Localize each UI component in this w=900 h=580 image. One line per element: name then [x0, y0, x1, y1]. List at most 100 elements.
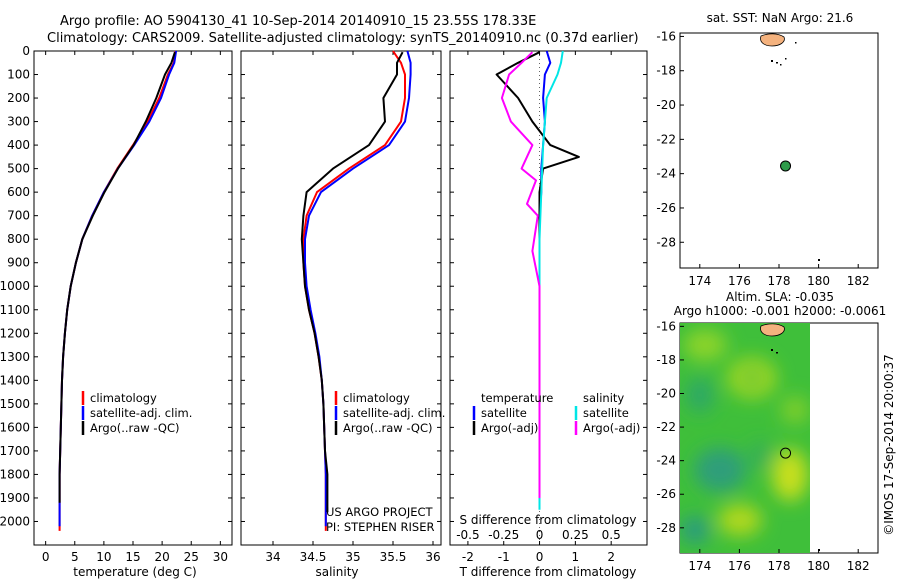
- y-tick-label: 800: [7, 232, 30, 246]
- x-tick-label: 34.5: [300, 550, 327, 564]
- legend-label-climatology: climatology: [343, 391, 410, 405]
- x-tick-label: 176: [728, 559, 751, 573]
- sst-map-marks: [780, 160, 792, 172]
- y-tick-label: -16: [656, 29, 676, 43]
- y-tick-label: 200: [7, 91, 30, 105]
- series-line-climatology: [58, 50, 177, 531]
- x-tick-label: 176: [728, 274, 751, 288]
- legend-label-t-argo: Argo(-adj): [481, 421, 538, 435]
- sla-map-panel: Altim. SLA: -0.035 Argo h1000: -0.001 h2…: [656, 290, 886, 573]
- land-fiji: [760, 323, 785, 337]
- salinity-lines: [300, 50, 412, 531]
- imos-timestamp: ©IMOS 17-Sep-2014 20:00:37: [882, 354, 896, 536]
- x-tick-label: -2: [462, 550, 474, 564]
- credit-line1: US ARGO PROJECT: [326, 505, 434, 519]
- legend-label-s-satellite: satellite: [583, 406, 629, 420]
- salinity-panel: 34 34.5 35 35.5 36 salinity climatology sate…: [240, 50, 445, 579]
- legend-label-argo: Argo(..raw -QC): [343, 421, 433, 435]
- x-tick-label: -1: [498, 550, 510, 564]
- salinity-frame: [240, 50, 442, 546]
- legend-title-temperature: temperature: [481, 391, 553, 405]
- y-tick-label: 400: [7, 138, 30, 152]
- series-line-climatology: [302, 50, 406, 531]
- legend-label-s-argo: Argo(-adj): [583, 421, 640, 435]
- temperature-xlabel: temperature (deg C): [73, 565, 196, 579]
- sla-map-title-line1: Altim. SLA: -0.035: [726, 290, 834, 304]
- y-tick-label: 900: [7, 256, 30, 270]
- sst-map-axes: 174 176 178 180 182 -16 -18 -20 -22 -24 -26 -28: [656, 29, 869, 288]
- y-tick-label: 1900: [0, 491, 30, 505]
- difference-panel: -2 -1 0 1 2-0.5 -0.25 0 0.25 0.5 S difference fr…: [449, 50, 648, 579]
- y-tick-label: 1200: [0, 326, 30, 340]
- x-tick-label: 1: [572, 550, 580, 564]
- small-islands: [771, 42, 820, 261]
- y-tick-label: 1300: [0, 350, 30, 364]
- temperature-frame: [33, 50, 233, 546]
- x-tick-label: 178: [768, 274, 791, 288]
- y-tick-label: -16: [656, 319, 676, 333]
- land-fiji: [760, 33, 785, 47]
- x-tick-label: 10: [96, 550, 111, 564]
- y-tick-label: -20: [656, 387, 676, 401]
- series-line-s-argo-adj-: [500, 51, 541, 498]
- temperature-lines: [58, 50, 178, 531]
- x-tick-label: 180: [807, 559, 830, 573]
- sla-field: [680, 323, 810, 553]
- y-tick-label: 1000: [0, 279, 30, 293]
- y-tick-label: 1700: [0, 444, 30, 458]
- x-tick-label: 34: [265, 550, 280, 564]
- difference-legend: temperature satellite Argo(-adj) salinit…: [472, 391, 640, 435]
- s-difference-xlabel: S difference from climatology: [460, 513, 637, 527]
- y-tick-label: -24: [656, 454, 676, 468]
- sla-map-marks: [780, 447, 792, 459]
- series-line-satellite-adj-clim-: [58, 50, 178, 527]
- x-tick-label: 25: [184, 550, 199, 564]
- x-tick-label: 0: [42, 550, 50, 564]
- y-tick-label: -28: [656, 521, 676, 535]
- legend-label-climatology: climatology: [90, 391, 157, 405]
- series-line-argo-raw-qc-: [300, 51, 404, 513]
- temperature-axes: 0100200300400500600700800900100011001200…: [0, 44, 232, 564]
- temperature-panel: 0100200300400500600700800900100011001200…: [0, 44, 233, 579]
- y-tick-label: 100: [7, 68, 30, 82]
- x-tick-label: 0: [536, 550, 544, 564]
- x-tick-label: 5: [71, 550, 79, 564]
- y-tick-label: 300: [7, 115, 30, 129]
- y-tick-label: 1500: [0, 397, 30, 411]
- s-x-tick-label: -0.5: [456, 528, 479, 542]
- sst-map-panel: sat. SST: NaN Argo: 21.6 174 176 178 180 182…: [656, 11, 879, 288]
- s-x-tick-label: 0.5: [602, 528, 621, 542]
- x-tick-label: 30: [213, 550, 228, 564]
- legend-title-salinity: salinity: [583, 391, 624, 405]
- sla-map-title-line2: Argo h1000: -0.001 h2000: -0.0061: [674, 304, 887, 318]
- y-tick-label: 1600: [0, 420, 30, 434]
- x-tick-label: 35: [345, 550, 360, 564]
- x-tick-label: 35.5: [380, 550, 407, 564]
- y-tick-label: 0: [22, 44, 30, 58]
- y-tick-label: -22: [656, 132, 676, 146]
- salinity-axes: 34 34.5 35 35.5 36: [241, 50, 441, 564]
- y-tick-label: -26: [656, 487, 676, 501]
- x-tick-label: 174: [688, 559, 711, 573]
- temperature-legend: climatology satellite-adj. clim. Argo(..…: [81, 391, 192, 435]
- y-tick-label: 600: [7, 185, 30, 199]
- x-tick-label: 178: [768, 559, 791, 573]
- y-tick-label: 1800: [0, 467, 30, 481]
- y-tick-label: -24: [656, 167, 676, 181]
- y-tick-label: 1100: [0, 303, 30, 317]
- legend-label-satellite: satellite-adj. clim.: [90, 406, 192, 420]
- figure-title-line2: Climatology: CARS2009. Satellite-adjuste…: [47, 31, 639, 46]
- difference-frame: [449, 50, 648, 546]
- sla-map-axes: 174 176 178 180 182 -16 -18 -20 -22 -24 -26 -28: [656, 319, 869, 573]
- x-tick-label: 36: [425, 550, 440, 564]
- series-line-s-satellite: [538, 50, 564, 510]
- x-tick-label: 182: [847, 559, 870, 573]
- salinity-legend: climatology satellite-adj. clim. Argo(..…: [334, 391, 445, 435]
- y-tick-label: 700: [7, 209, 30, 223]
- float-position-marker: [780, 447, 792, 459]
- y-tick-label: -26: [656, 201, 676, 215]
- difference-lines: [495, 50, 580, 510]
- legend-label-satellite: satellite-adj. clim.: [343, 406, 445, 420]
- credit-line2: PI: STEPHEN RISER: [326, 520, 435, 534]
